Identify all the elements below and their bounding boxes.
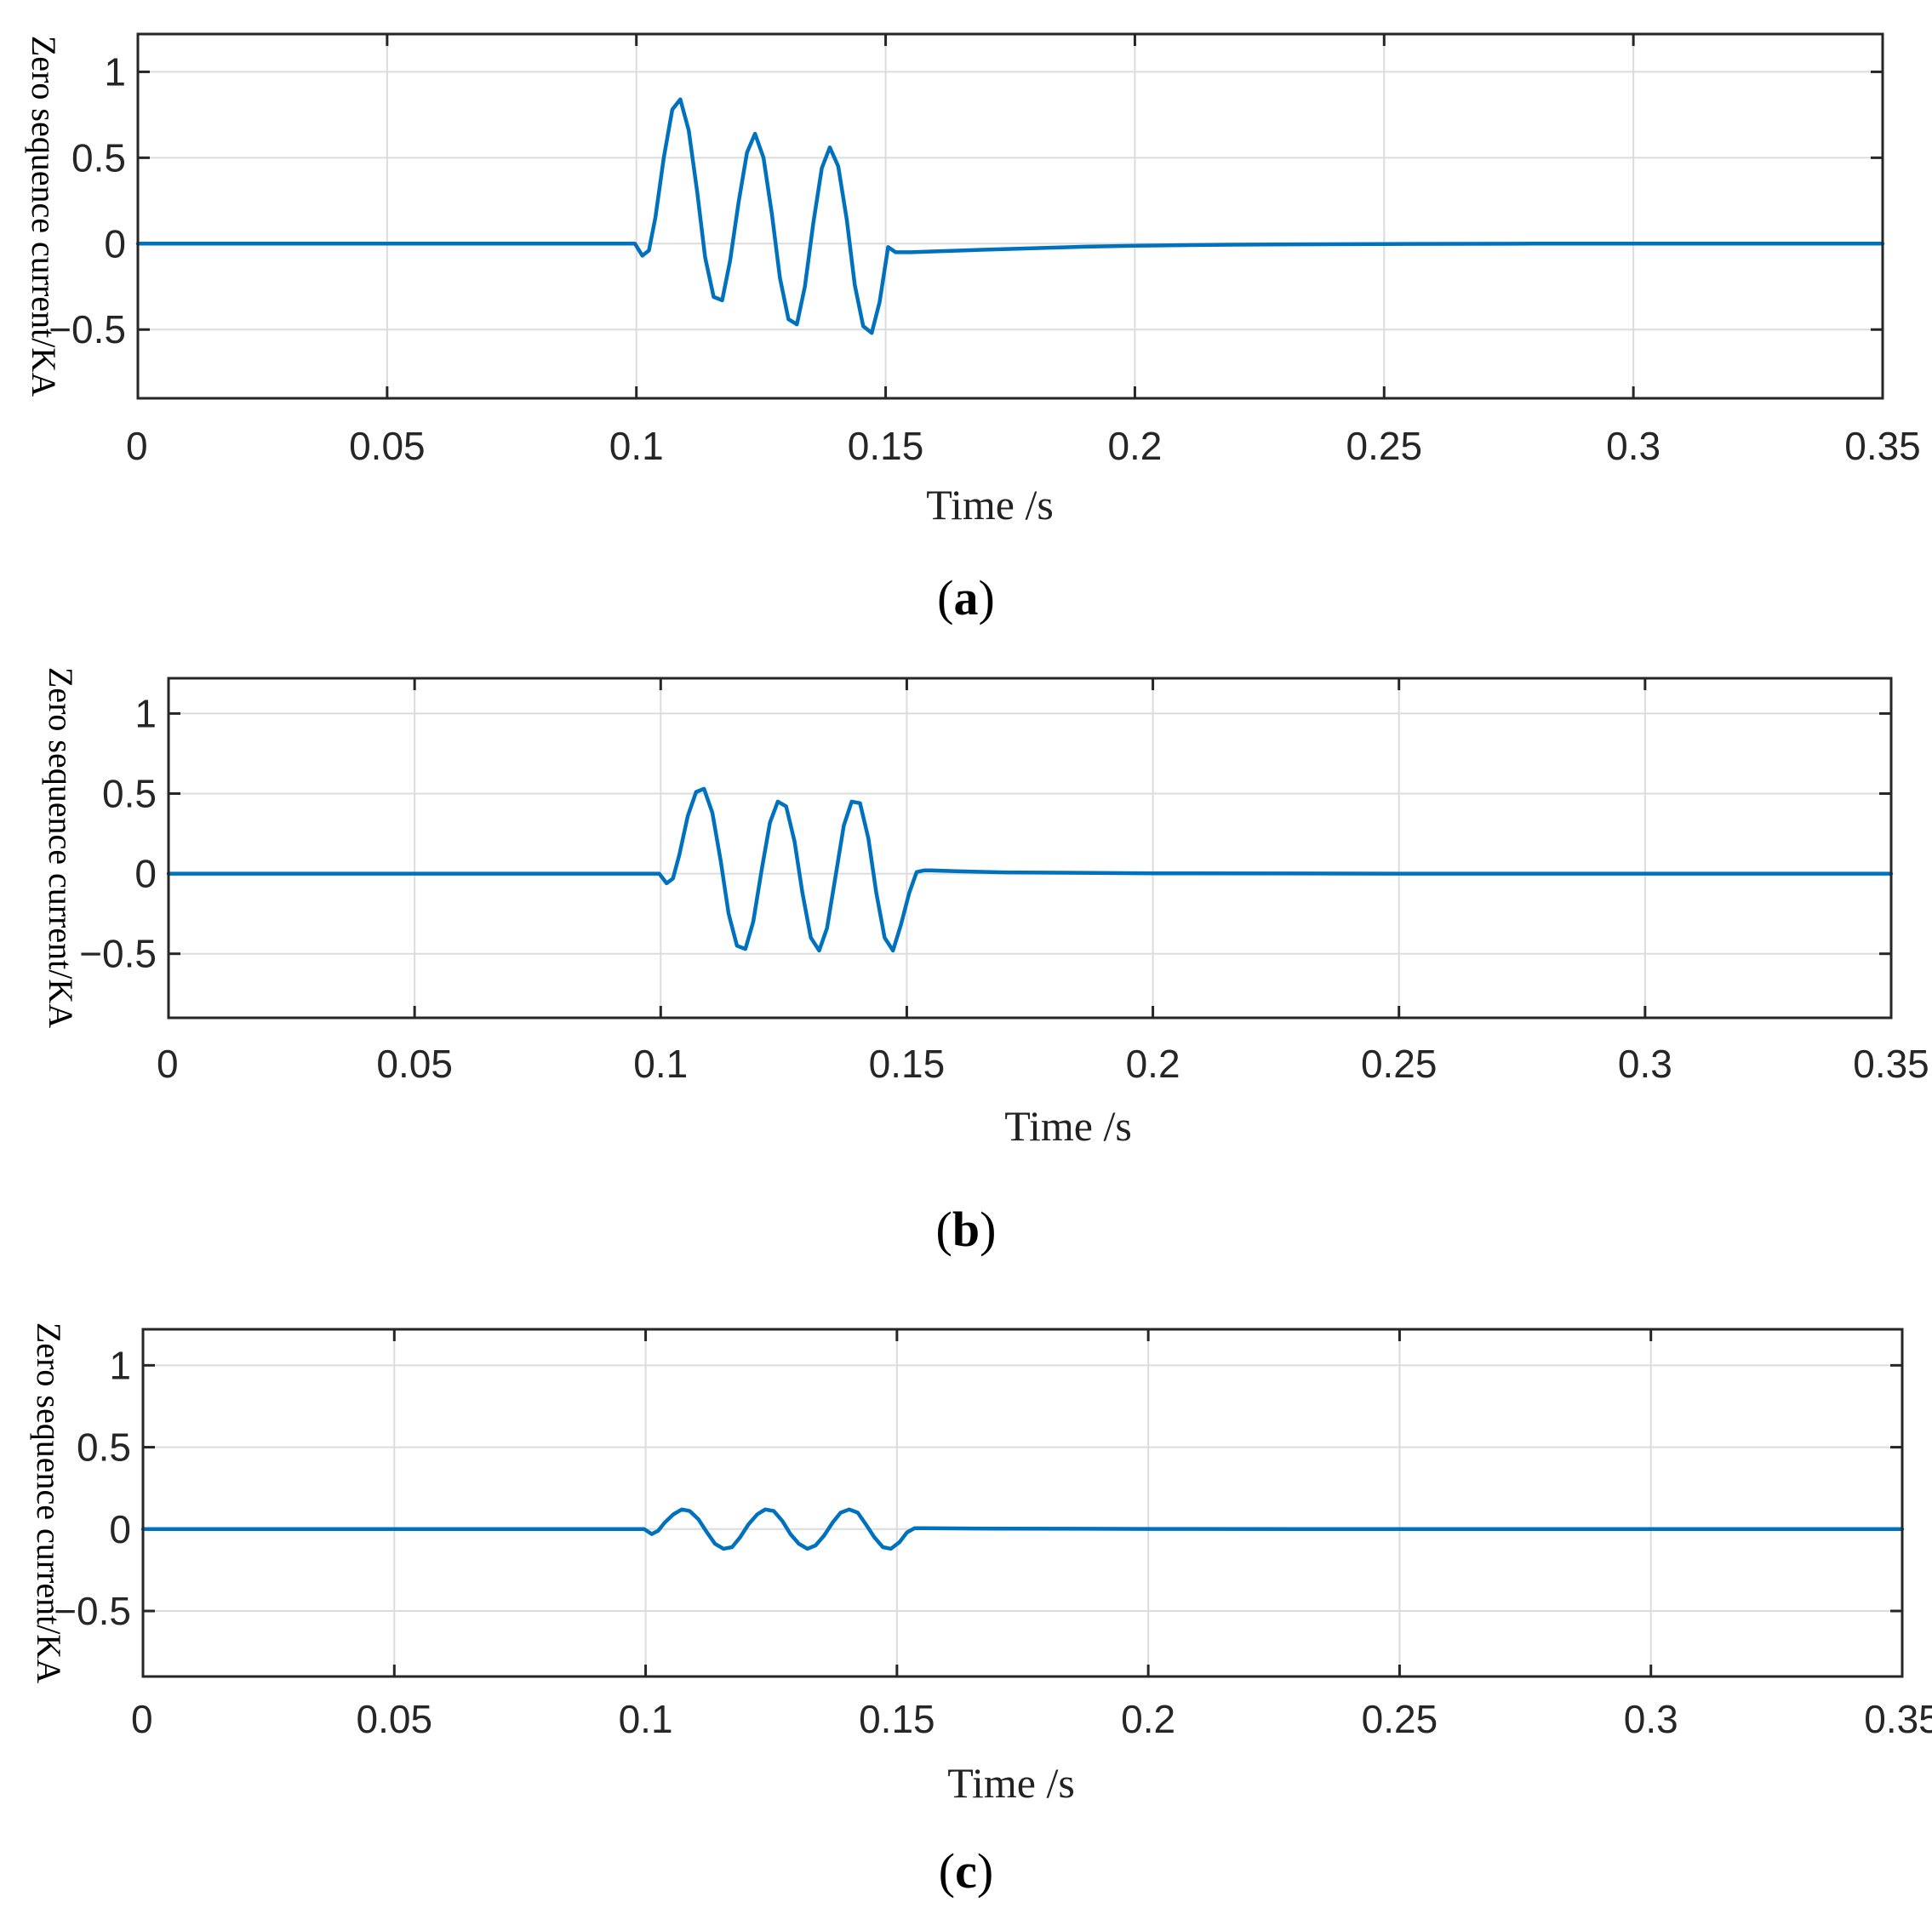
series-line-c [140,1507,1905,1551]
x-tick-label: 0 [157,1042,179,1086]
caption-close-paren: ) [980,1202,996,1257]
x-tick-label: 0.35 [1853,1042,1929,1086]
x-axis-label: Time /s [947,1759,1075,1807]
chart-panel-a: 0 0.05 0.1 0.15 0.2 0.25 0.3 0.35 −0.5 0 0.5 1 Time … [25,32,1921,625]
plot-area [143,1329,1902,1677]
series-line-a [135,97,1885,335]
x-tick-label: 0.1 [619,1697,673,1741]
caption-letter: a [954,570,979,625]
panel-caption: (a) [937,570,995,625]
x-tick-label: 0.3 [1624,1697,1678,1741]
caption-open-paren: ( [939,1843,955,1899]
plot-area [138,34,1883,398]
x-tick-label: 0.15 [859,1697,935,1741]
x-tick-label: 0.1 [609,424,664,468]
x-tick-label: 0.05 [376,1042,453,1086]
y-tick-label: 0 [109,1507,131,1551]
x-tick-label: 0.35 [1844,424,1921,468]
x-axis-label: Time /s [1004,1102,1132,1150]
panel-caption: (b) [936,1202,997,1257]
x-tick-label: 0.2 [1107,424,1162,468]
y-tick-label: 1 [104,49,126,94]
x-tick-label: 0 [126,424,148,468]
plot-area [169,678,1891,1018]
chart-panel-c: 0 0.05 0.1 0.15 0.2 0.25 0.3 0.35 −0.5 0 0.5 1 Time … [30,1322,1932,1899]
x-tick-label: 0.15 [869,1042,946,1086]
chart-panel-b: 0 0.05 0.1 0.15 0.2 0.25 0.3 0.35 −0.5 0 0.5 1 Time … [42,667,1929,1257]
y-tick-label: 0.5 [71,135,126,180]
x-tick-label: 0.3 [1606,424,1660,468]
x-tick-label: 0.3 [1618,1042,1672,1086]
y-tick-label: 1 [134,691,157,735]
caption-open-paren: ( [936,1202,952,1257]
y-axis-label: Zero sequence current/KA [25,36,63,397]
x-tick-label: 0.05 [357,1697,433,1741]
y-axis-label: Zero sequence current/KA [42,667,80,1028]
y-axis-label: Zero sequence current/KA [30,1322,68,1683]
x-tick-label: 0.2 [1121,1697,1175,1741]
y-tick-label: 0.5 [102,772,157,816]
caption-open-paren: ( [937,570,953,625]
x-tick-label: 0.1 [633,1042,688,1086]
x-tick-label: 0.25 [1362,1697,1438,1741]
x-axis-label: Time /s [926,481,1054,528]
x-tick-label: 0.35 [1864,1697,1932,1741]
series-line-b [166,786,1894,953]
y-tick-label: −0.5 [49,307,126,351]
x-tick-label: 0.05 [349,424,426,468]
caption-letter: b [952,1202,980,1257]
caption-close-paren: ) [979,570,995,625]
x-tick-label: 0.15 [848,424,924,468]
x-tick-label: 0 [131,1697,153,1741]
x-tick-label: 0.2 [1126,1042,1180,1086]
y-tick-label: 0.5 [77,1425,131,1470]
y-tick-label: −0.5 [79,932,157,976]
y-tick-label: 0 [134,852,157,896]
axes-box [167,677,1893,1020]
x-tick-label: 0.25 [1346,424,1423,468]
axes-box [136,32,1884,400]
y-tick-label: −0.5 [54,1589,131,1633]
y-tick-label: 0 [104,221,126,266]
x-tick-label: 0.25 [1361,1042,1438,1086]
axes-box [141,1328,1904,1678]
caption-letter: c [955,1843,977,1899]
panel-caption: (c) [939,1843,993,1899]
y-tick-label: 1 [109,1343,131,1387]
caption-close-paren: ) [977,1843,993,1899]
